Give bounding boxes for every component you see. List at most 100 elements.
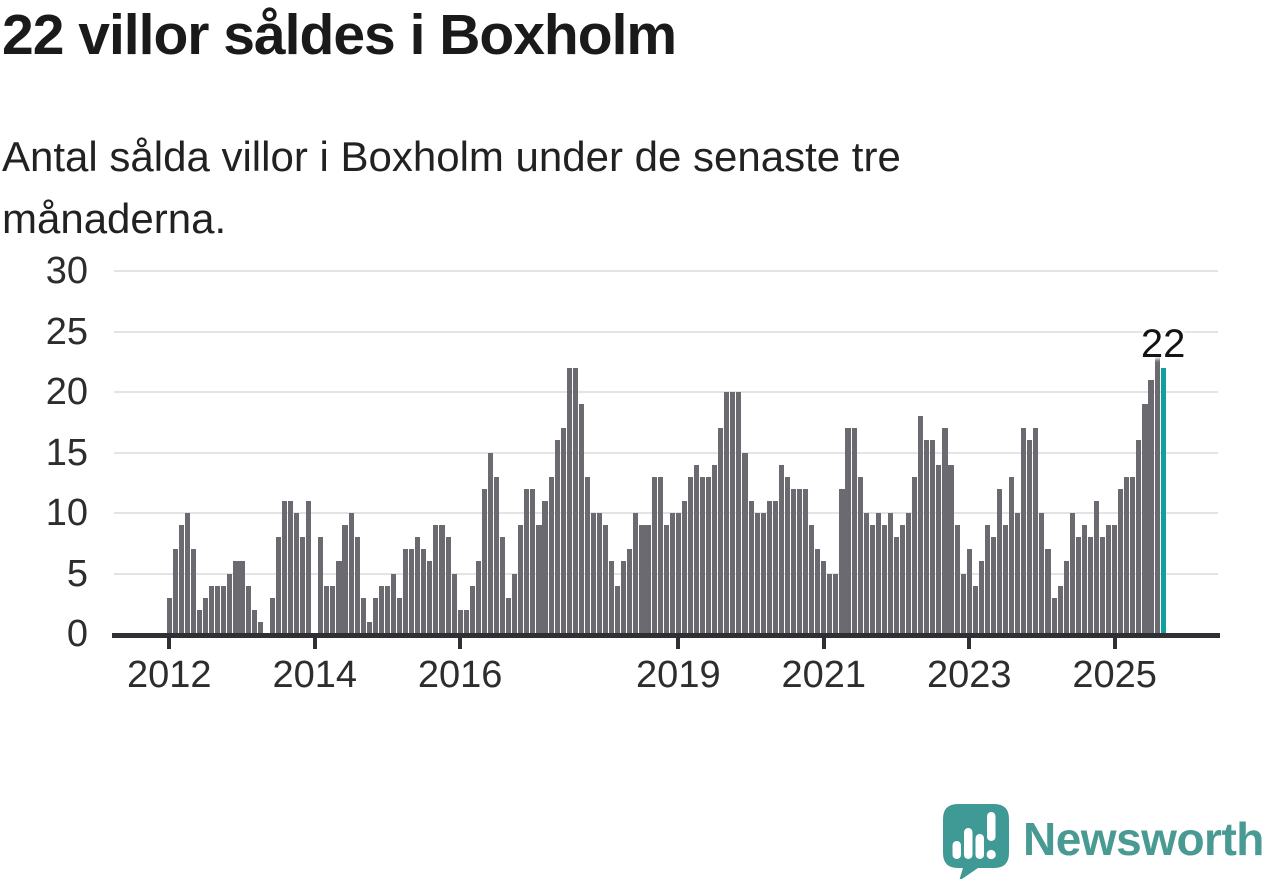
bar	[784, 476, 790, 634]
newsworthy-speech-bubble-chart-icon	[943, 804, 1009, 879]
bar	[1087, 537, 1093, 634]
bar	[1033, 428, 1039, 634]
bar	[300, 537, 306, 634]
bar	[1069, 513, 1075, 634]
bar	[421, 549, 427, 634]
x-axis-label: 2023	[926, 654, 1012, 696]
y-axis-label: 20	[45, 371, 88, 413]
bar	[493, 476, 500, 634]
bar	[415, 537, 421, 634]
bar-highlight	[1160, 367, 1166, 634]
bar	[1081, 525, 1087, 634]
y-axis-label: 25	[45, 310, 88, 353]
bar	[281, 500, 287, 634]
bar	[439, 525, 445, 634]
bar	[821, 561, 827, 634]
bar	[403, 549, 409, 634]
bar	[227, 573, 233, 634]
bar	[384, 585, 390, 634]
bar	[584, 476, 590, 634]
y-axis-label: 10	[45, 492, 88, 534]
bar	[469, 585, 475, 634]
bar	[887, 513, 893, 634]
x-axis-label: 2025	[1072, 654, 1157, 696]
bar	[306, 500, 312, 634]
bar	[251, 609, 257, 634]
bar	[451, 573, 457, 634]
bar	[287, 500, 294, 634]
bar	[675, 513, 681, 634]
bar	[1051, 597, 1057, 634]
y-axis-label: 30	[45, 250, 88, 292]
bar	[239, 561, 245, 634]
gridline	[114, 270, 1218, 272]
bar	[736, 392, 742, 634]
bar	[639, 525, 645, 634]
bar	[1142, 404, 1148, 634]
bar	[912, 476, 918, 634]
bar	[1148, 379, 1154, 634]
bar	[257, 621, 263, 634]
bar	[536, 525, 542, 634]
bar	[687, 476, 693, 634]
bar	[766, 500, 772, 634]
bar	[190, 549, 197, 634]
y-axis-label: 0	[66, 613, 88, 655]
bar	[748, 500, 754, 634]
bar	[657, 476, 663, 634]
bar	[651, 476, 657, 634]
bar	[524, 488, 530, 634]
bar	[712, 464, 718, 634]
x-axis-tick	[1112, 638, 1117, 649]
x-axis-line	[112, 633, 1220, 638]
bar	[597, 513, 603, 634]
bar	[366, 621, 372, 634]
bar	[1039, 513, 1045, 634]
x-axis-tick	[312, 638, 317, 649]
bar	[693, 464, 700, 634]
x-axis-label: 2021	[781, 654, 867, 696]
bar	[318, 537, 324, 634]
bar	[554, 440, 560, 634]
bar	[918, 416, 924, 634]
bar	[827, 573, 833, 634]
bar	[930, 440, 936, 634]
gridline	[114, 391, 1218, 393]
bar	[718, 428, 724, 634]
bar	[1075, 537, 1081, 634]
bar	[724, 392, 730, 634]
bar	[1099, 537, 1106, 634]
bar	[354, 537, 360, 634]
bar	[803, 488, 809, 634]
bar	[500, 537, 506, 634]
bar	[778, 464, 784, 634]
bar	[1136, 440, 1142, 634]
value-annotation: 22	[1140, 321, 1186, 366]
bar	[445, 537, 451, 634]
bar	[1021, 428, 1027, 634]
bar	[457, 609, 463, 634]
bar	[833, 573, 839, 634]
bar	[172, 549, 178, 634]
bar	[578, 404, 584, 634]
bar	[215, 585, 221, 634]
bar	[372, 597, 378, 634]
bar	[166, 597, 172, 634]
bar	[560, 428, 566, 634]
bar	[742, 452, 748, 634]
bar	[875, 513, 881, 634]
bar	[851, 428, 857, 634]
bar	[590, 513, 597, 634]
x-axis-tick	[458, 638, 463, 649]
bar	[342, 525, 348, 634]
bar	[1093, 500, 1100, 634]
bar	[233, 561, 239, 634]
bar	[1154, 355, 1160, 634]
bar	[869, 525, 875, 634]
bar	[669, 513, 675, 634]
bar	[197, 609, 203, 634]
bar	[1015, 513, 1021, 634]
bar	[530, 488, 536, 634]
bar	[621, 561, 627, 634]
